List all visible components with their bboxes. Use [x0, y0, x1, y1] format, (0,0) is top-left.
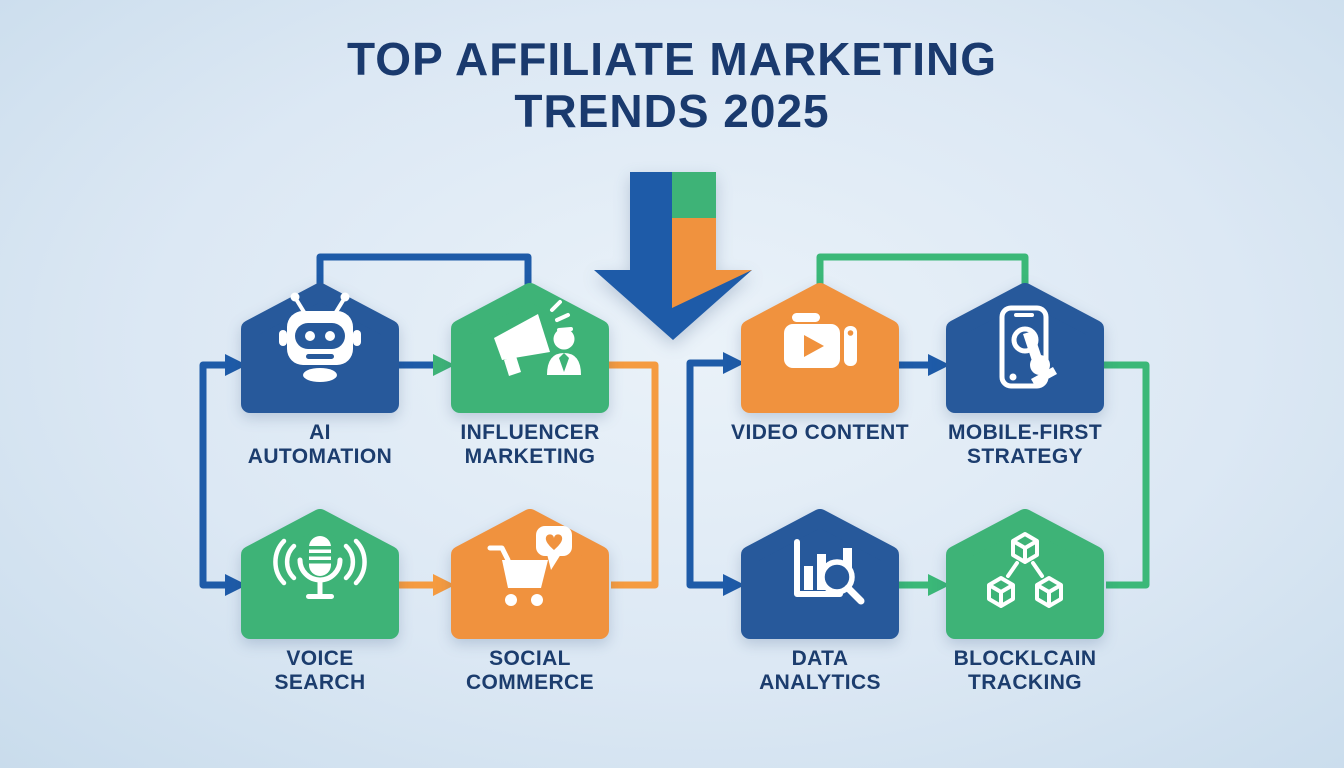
arrowhead-into-social-commerce	[433, 574, 455, 596]
pentagon-shape	[741, 283, 899, 413]
pentagon-shape	[946, 509, 1104, 639]
trend-label: BLOCKLCAIN TRACKING	[953, 647, 1097, 694]
microphone-waves-icon	[273, 536, 367, 599]
video-camera-icon	[784, 313, 857, 368]
arrowhead-into-data-analytics	[723, 574, 745, 596]
arrowhead-into-voice-search	[225, 574, 247, 596]
trend-card-ai-automation: AI AUTOMATION	[200, 282, 440, 469]
connector-left-rail	[199, 361, 226, 589]
connector-top-left-loop	[316, 253, 532, 292]
arrowhead-into-influencer	[433, 354, 455, 376]
bar-chart-magnifier-icon	[794, 539, 865, 605]
trend-card-voice-search: VOICE SEARCH	[200, 508, 440, 695]
pentagon-shape	[451, 283, 609, 413]
trend-card-video-content: VIDEO CONTENT	[700, 282, 940, 445]
arrowhead-into-video-content	[723, 352, 745, 374]
megaphone-person-icon	[494, 300, 581, 376]
trend-card-social-commerce: SOCIAL COMMERCE	[410, 508, 650, 695]
pentagon-shape	[451, 509, 609, 639]
connector-mobile-to-blockchain-loop	[1104, 361, 1150, 589]
page-title: TOP AFFILIATE MARKETING TRENDS 2025	[347, 33, 997, 137]
pentagon-shape	[241, 509, 399, 639]
connector-top-right-loop	[816, 253, 1029, 292]
shopping-cart-heart-icon	[487, 526, 572, 606]
pentagon-shape	[946, 283, 1104, 413]
trend-label: AI AUTOMATION	[247, 421, 393, 468]
trend-label: SOCIAL COMMERCE	[465, 647, 595, 694]
trend-label: DATA ANALYTICS	[759, 647, 881, 694]
trend-label: MOBILE-FIRST STRATEGY	[947, 421, 1103, 468]
trend-card-mobile-first-strategy: MOBILE-FIRST STRATEGY	[905, 282, 1145, 469]
trend-card-blockchain-tracking: BLOCKLCAIN TRACKING	[905, 508, 1145, 695]
trend-label: INFLUENCER MARKETING	[460, 421, 600, 468]
pentagon-shape	[741, 509, 899, 639]
pentagon-shape	[241, 283, 399, 413]
trend-card-data-analytics: DATA ANALYTICS	[700, 508, 940, 695]
arrowhead-into-mobile-first	[928, 354, 950, 376]
arrowhead-into-ai-automation	[225, 354, 247, 376]
robot-icon	[279, 292, 361, 382]
connector-middle-rail	[686, 359, 726, 589]
trend-label: VIDEO CONTENT	[731, 421, 909, 444]
cubes-icon	[987, 532, 1063, 608]
arrowhead-into-blockchain	[928, 574, 950, 596]
trend-label: VOICE SEARCH	[274, 647, 366, 694]
connector-influencer-to-social-loop	[609, 361, 659, 589]
smartphone-touch-icon	[999, 305, 1057, 389]
trend-card-influencer-marketing: INFLUENCER MARKETING	[410, 282, 650, 469]
